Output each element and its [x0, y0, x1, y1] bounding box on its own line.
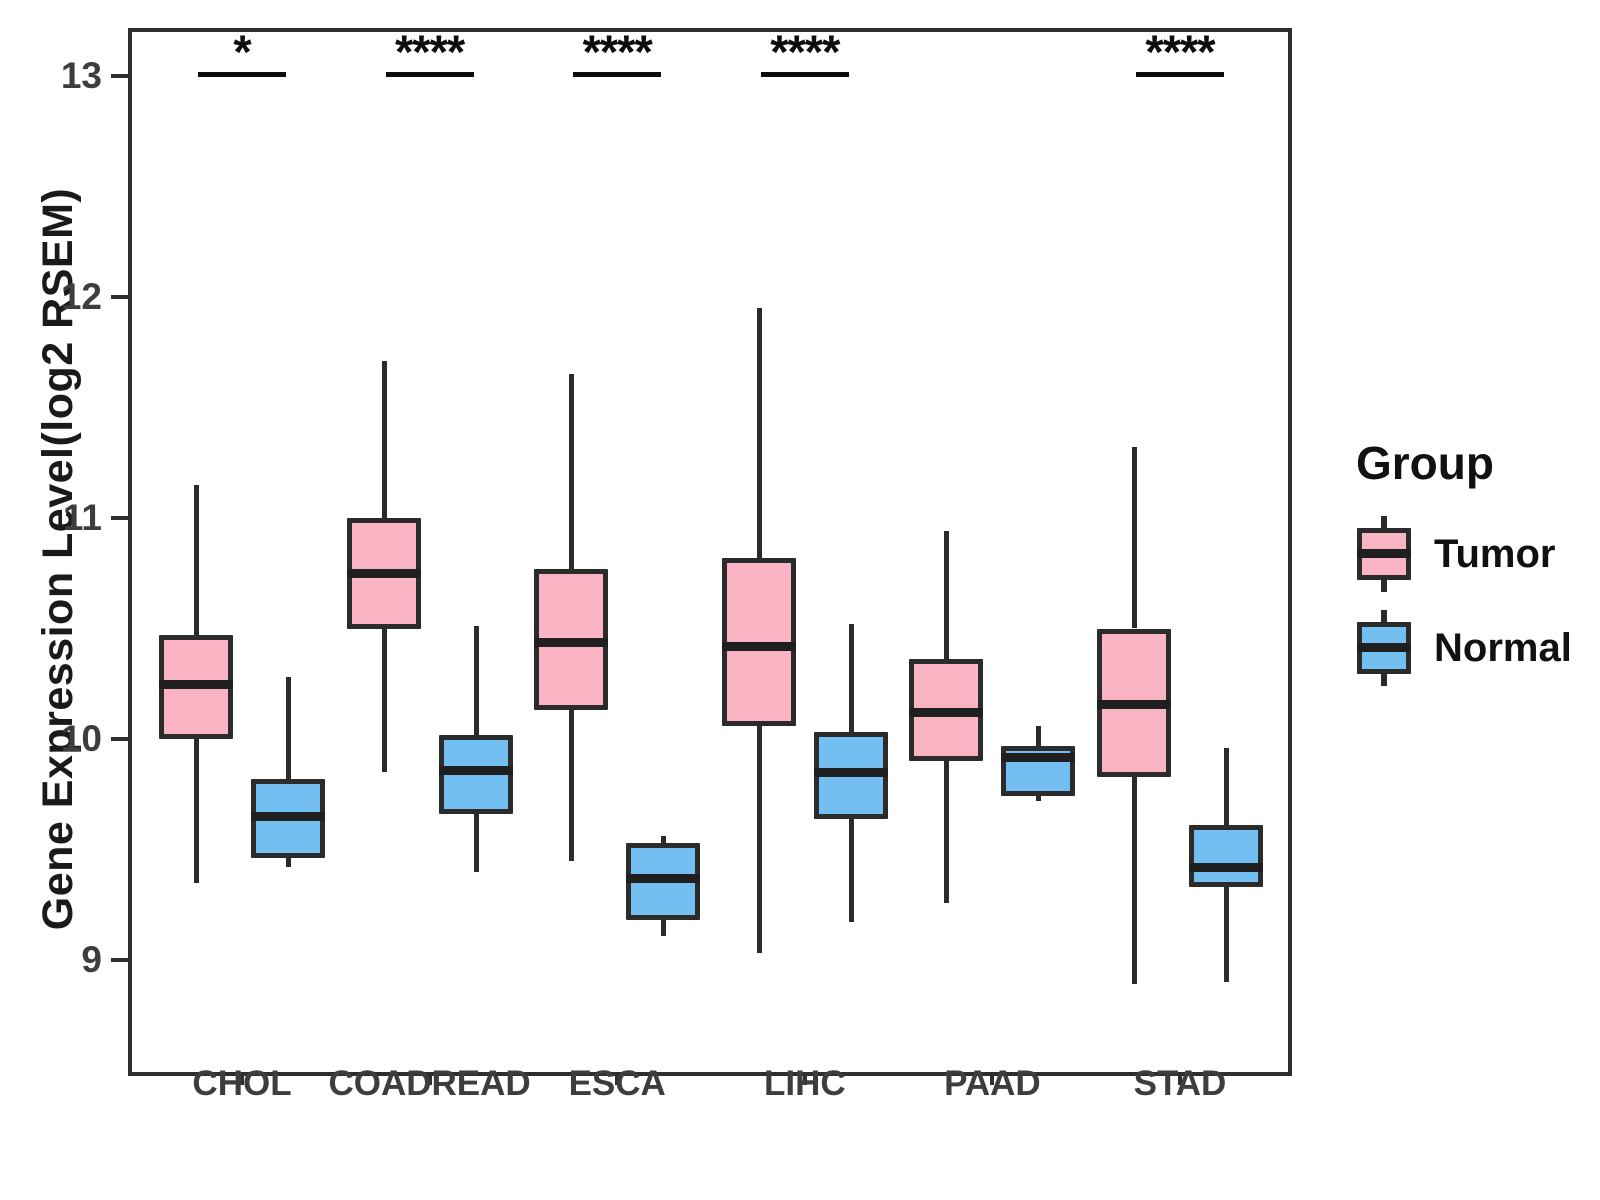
tumor-median-line-PAAD — [909, 708, 984, 718]
x-tick-mark — [802, 1072, 807, 1085]
normal-median-line-LIHC — [813, 768, 888, 778]
tumor-upper-whisker-ESCA — [569, 374, 575, 569]
y-tick-label: 11 — [62, 497, 102, 538]
tumor-box-LIHC — [721, 557, 796, 726]
normal-median-line-ESCA — [626, 874, 701, 884]
x-tick-mark — [427, 1072, 432, 1085]
x-tick-mark — [615, 1072, 620, 1085]
x-category-label: LIHC — [763, 1064, 846, 1103]
tumor-upper-whisker-CHOL — [194, 484, 199, 636]
tumor-median-line-LIHC — [721, 642, 796, 652]
normal-upper-whisker-ESCA — [661, 836, 667, 843]
x-category-label: PAAD — [944, 1064, 1041, 1103]
normal-upper-whisker-COADREAD — [473, 626, 479, 735]
normal-lower-whisker-COADREAD — [473, 814, 479, 872]
y-tick-label: 13 — [60, 55, 102, 96]
normal-lower-whisker-CHOL — [286, 858, 291, 868]
x-tick-mark — [240, 1072, 244, 1085]
plot-panel — [128, 28, 1292, 1076]
normal-median-line-COADREAD — [438, 765, 513, 775]
tumor-median-line-STAD — [1097, 699, 1171, 709]
x-category-label: STAD — [1133, 1064, 1227, 1103]
significance-stars-CHOL: * — [233, 25, 251, 78]
tumor-median-line-ESCA — [534, 637, 609, 647]
legend-label-tumor: Tumor — [1434, 531, 1556, 576]
y-tick-mark — [111, 74, 128, 78]
y-tick-mark — [111, 958, 128, 962]
significance-stars-LIHC: **** — [770, 25, 840, 78]
tumor-upper-whisker-STAD — [1132, 447, 1137, 629]
normal-box-STAD — [1189, 825, 1263, 888]
significance-bar-LIHC — [760, 72, 849, 77]
normal-upper-whisker-STAD — [1224, 747, 1229, 826]
legend-item-normal: Normal — [1356, 610, 1596, 686]
x-tick-mark — [1178, 1072, 1182, 1085]
significance-bar-COADREAD — [385, 72, 474, 77]
normal-median-line-PAAD — [1001, 752, 1076, 762]
normal-upper-whisker-PAAD — [1036, 725, 1042, 746]
tumor-median-line-COADREAD — [346, 569, 421, 579]
significance-bar-STAD — [1136, 72, 1224, 77]
tumor-lower-whisker-PAAD — [944, 761, 950, 903]
significance-bar-ESCA — [573, 72, 662, 77]
tumor-median-line-CHOL — [159, 679, 233, 689]
tumor-upper-whisker-COADREAD — [381, 361, 387, 518]
normal-lower-whisker-ESCA — [661, 920, 667, 936]
normal-lower-whisker-PAAD — [1036, 796, 1042, 801]
normal-lower-whisker-LIHC — [848, 818, 854, 923]
significance-stars-COADREAD: **** — [395, 25, 465, 78]
normal-upper-whisker-LIHC — [848, 624, 854, 733]
significance-bar-CHOL — [198, 72, 286, 77]
tumor-lower-whisker-CHOL — [194, 739, 199, 883]
x-category-label: COADREAD — [328, 1064, 531, 1103]
tumor-lower-whisker-ESCA — [569, 710, 575, 861]
legend-label-normal: Normal — [1434, 625, 1572, 670]
y-tick-mark — [111, 516, 128, 520]
significance-stars-ESCA: **** — [582, 25, 653, 78]
normal-boxplot-key-icon — [1356, 610, 1412, 686]
tumor-upper-whisker-LIHC — [756, 308, 762, 558]
normal-median-line-STAD — [1189, 863, 1263, 873]
legend: Group Tumor Normal — [1356, 436, 1596, 704]
normal-upper-whisker-CHOL — [286, 677, 291, 779]
y-tick-label: 9 — [81, 939, 102, 980]
tumor-lower-whisker-LIHC — [756, 725, 762, 954]
normal-median-line-CHOL — [251, 812, 325, 822]
y-tick-label: 10 — [60, 718, 102, 759]
legend-title: Group — [1356, 437, 1494, 489]
tumor-lower-whisker-STAD — [1132, 776, 1137, 985]
y-tick-mark — [111, 295, 128, 299]
legend-item-tumor: Tumor — [1356, 516, 1596, 592]
x-category-label: CHOL — [192, 1064, 292, 1103]
normal-lower-whisker-STAD — [1224, 887, 1229, 983]
tumor-boxplot-key-icon — [1356, 516, 1412, 592]
x-category-label: ESCA — [568, 1064, 666, 1103]
x-tick-mark — [990, 1072, 995, 1085]
tumor-lower-whisker-COADREAD — [381, 628, 387, 773]
y-tick-label: 12 — [60, 276, 102, 317]
y-tick-mark — [111, 737, 128, 741]
tumor-upper-whisker-PAAD — [944, 531, 950, 660]
significance-stars-STAD: **** — [1145, 25, 1215, 78]
